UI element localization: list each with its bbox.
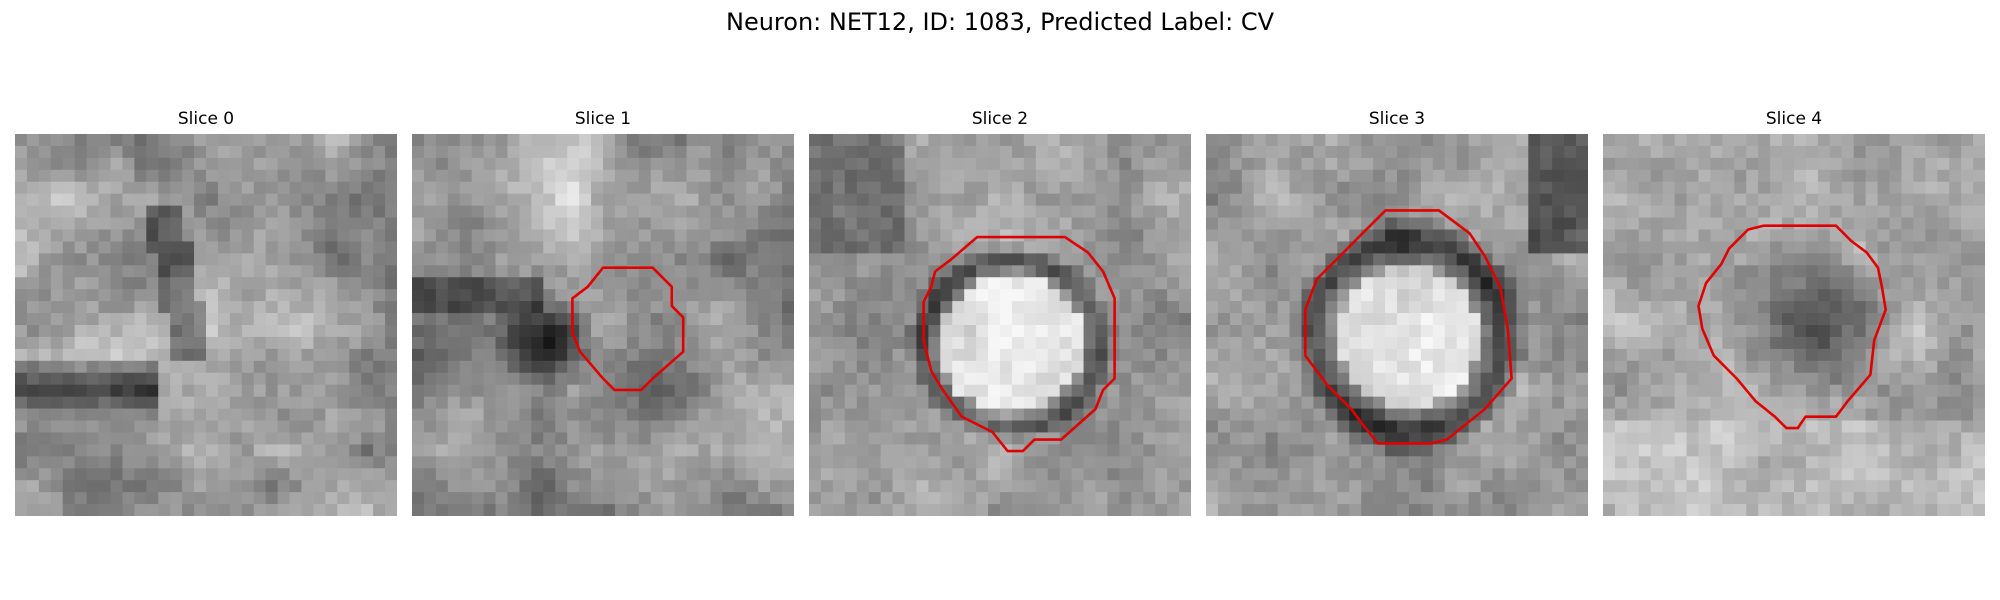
- segmentation-contour: [1304, 209, 1513, 445]
- em-micrograph: [1603, 134, 1985, 516]
- em-micrograph: [412, 134, 794, 516]
- slice-title: Slice 0: [177, 109, 235, 129]
- figure-title: Neuron: NET12, ID: 1083, Predicted Label…: [726, 8, 1274, 36]
- em-micrograph: [1206, 134, 1588, 516]
- em-micrograph: [15, 134, 397, 516]
- segmentation-contour: [571, 266, 685, 392]
- slice-title: Slice 2: [971, 109, 1029, 129]
- pixel-grid: [1206, 134, 1588, 516]
- pixel-grid: [412, 134, 794, 516]
- slice-image: [412, 134, 794, 516]
- pixel-grid: [809, 134, 1191, 516]
- slice-title: Slice 3: [1368, 109, 1426, 129]
- em-micrograph: [809, 134, 1191, 516]
- segmentation-contour: [922, 235, 1116, 453]
- slice-title: Slice 1: [574, 109, 632, 129]
- slice-image: [15, 134, 397, 516]
- segmentation-contour: [1697, 224, 1888, 430]
- slice-image: [1206, 134, 1588, 516]
- pixel-grid: [15, 134, 397, 516]
- pixel-grid: [1603, 134, 1985, 516]
- slice-image: [809, 134, 1191, 516]
- slice-title: Slice 4: [1765, 109, 1823, 129]
- slice-image: [1603, 134, 1985, 516]
